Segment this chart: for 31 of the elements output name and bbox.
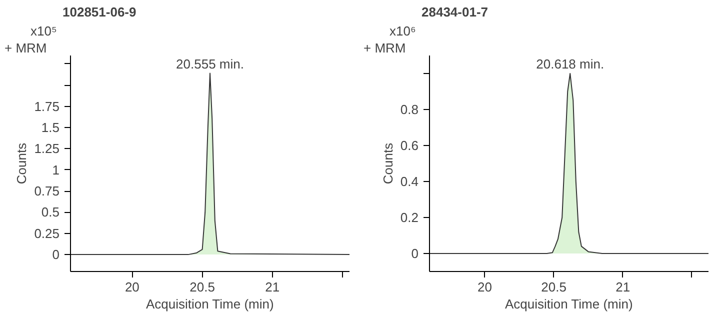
text: + MRM bbox=[364, 40, 406, 56]
chart-title: 102851-06-9 bbox=[62, 4, 136, 20]
text: + MRM bbox=[4, 40, 47, 56]
annotation: 20.555 min. bbox=[176, 56, 244, 72]
chart-title: 28434-01-7 bbox=[422, 4, 488, 20]
y-tick-label: 0.4 bbox=[400, 174, 419, 189]
y-axis-title: Counts bbox=[380, 142, 396, 184]
y-tick-label: 0 bbox=[52, 247, 60, 262]
y-tick-label: 1.75 bbox=[34, 98, 60, 114]
x-tick-label: 20.5 bbox=[190, 280, 215, 294]
y-tick-label: 1.25 bbox=[34, 141, 60, 156]
y-tick-label: 0 bbox=[411, 246, 419, 261]
y-axis-title: Counts bbox=[14, 142, 30, 184]
y-tick-label: 0.6 bbox=[400, 138, 419, 153]
y-tick-label: 1 bbox=[52, 162, 60, 178]
x-tick-label: 20.5 bbox=[541, 280, 566, 294]
x-axis-title: Acquisition Time (min) bbox=[504, 296, 633, 312]
x-axis-title: Acquisition Time (min) bbox=[146, 296, 274, 312]
x-tick-label: 21 bbox=[616, 280, 630, 294]
y-tick-label: 0.8 bbox=[400, 102, 419, 117]
x-tick-label: 21 bbox=[265, 280, 280, 294]
x-tick-label: 20 bbox=[478, 280, 492, 294]
y-tick-label: 0.2 bbox=[400, 210, 419, 225]
text: x10⁵ bbox=[30, 24, 57, 38]
annotation: 20.618 min. bbox=[536, 56, 604, 72]
text: x10⁶ bbox=[390, 24, 416, 38]
y-tick-label: 1.5 bbox=[41, 120, 60, 135]
y-tick-label: 0.25 bbox=[34, 226, 60, 241]
y-tick-label: 0.5 bbox=[41, 204, 60, 220]
x-tick-label: 20 bbox=[124, 280, 140, 294]
y-tick-label: 0.75 bbox=[34, 184, 60, 199]
